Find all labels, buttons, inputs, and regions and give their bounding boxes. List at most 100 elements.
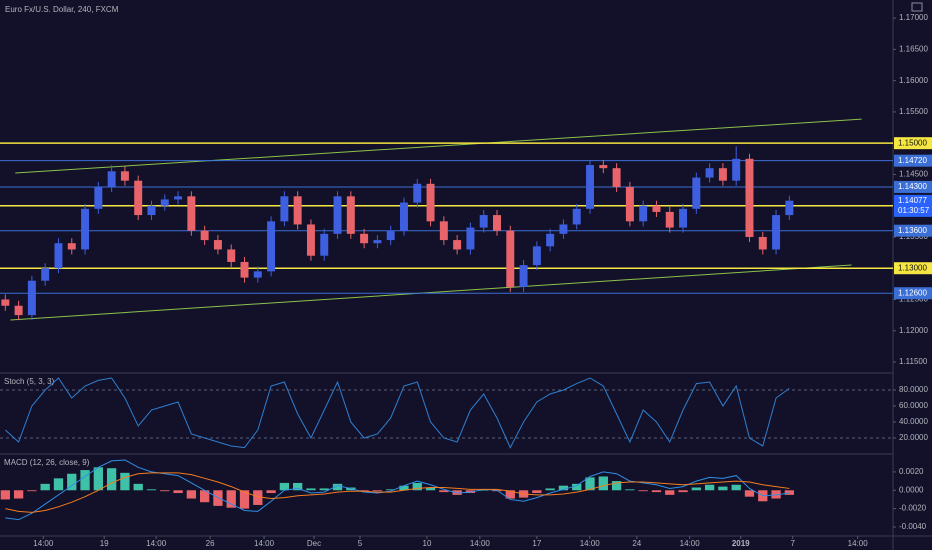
candle-body (187, 196, 196, 231)
histogram-bar (186, 490, 197, 499)
histogram-bar (253, 490, 263, 505)
candle-body (41, 268, 50, 281)
histogram-bar (439, 490, 449, 493)
x-tick-label: 14:00 (680, 539, 701, 548)
x-tick-label: 19 (100, 539, 109, 548)
candle-body (466, 227, 475, 250)
y-tick-label: 20.0000 (899, 433, 928, 442)
candle-body (479, 215, 488, 228)
indicator-title: MACD (12, 26, close, 9) (4, 458, 90, 467)
y-tick-label: -0.0040 (899, 522, 927, 531)
histogram-bar (572, 483, 582, 491)
histogram-bar (598, 476, 608, 491)
histogram-bar (718, 486, 728, 491)
candle-body (652, 205, 661, 212)
candle-body (772, 215, 781, 250)
candle-body (320, 233, 329, 256)
candle-body (732, 158, 741, 181)
candle-body (253, 271, 262, 278)
y-tick-label: 1.15500 (899, 107, 928, 116)
histogram-bar (386, 489, 396, 491)
histogram-bar (319, 488, 329, 491)
y-tick-label: 60.0000 (899, 401, 928, 410)
trend-line (10, 264, 852, 321)
candle-body (306, 224, 315, 256)
histogram-bar (479, 490, 489, 491)
candle-body (293, 196, 302, 225)
candle-body (745, 158, 754, 237)
histogram-bar (558, 485, 569, 491)
countdown-label: 01:30:57 (898, 206, 930, 215)
candle-body (240, 261, 249, 278)
indicator-title: Stoch (5, 3, 3) (4, 377, 55, 386)
x-tick-label: 14:00 (470, 539, 491, 548)
candle-body (665, 211, 674, 228)
candle-body (758, 236, 767, 250)
candle-body (94, 186, 103, 209)
level-label: 1.12600 (898, 288, 927, 297)
candle-body (14, 305, 23, 316)
level-label: 1.13600 (898, 226, 927, 235)
histogram-bar (27, 490, 37, 492)
candle-body (426, 183, 435, 222)
histogram-bar (80, 470, 90, 491)
chart-title: Euro Fx/U.S. Dollar, 240, FXCM (5, 5, 119, 14)
histogram-bar (744, 490, 755, 497)
histogram-bar (173, 490, 183, 494)
candle-body (174, 196, 183, 200)
histogram-bar (505, 490, 515, 499)
candle-body (506, 230, 515, 287)
histogram-bar (784, 490, 794, 495)
candle-body (559, 224, 568, 234)
candle-body (134, 180, 143, 216)
histogram-bar (0, 490, 10, 500)
histogram-bar (691, 487, 701, 491)
y-tick-label: 80.0000 (899, 385, 928, 394)
x-tick-label: 14:00 (254, 539, 275, 548)
y-tick-label: 1.16000 (899, 76, 928, 85)
x-tick-label: 10 (423, 539, 432, 548)
histogram-bar (399, 485, 409, 491)
histogram-bar (332, 483, 343, 491)
candle-body (267, 221, 276, 272)
histogram-bar (412, 482, 422, 491)
candle-body (493, 215, 501, 231)
level-label: 1.14720 (898, 156, 927, 165)
histogram-bar (638, 490, 648, 492)
x-tick-label: 2019 (732, 539, 750, 548)
histogram-bar (13, 490, 24, 499)
candle-body (612, 168, 621, 187)
y-tick-label: 1.11500 (899, 357, 928, 366)
x-tick-label: Dec (307, 539, 321, 548)
candle-body (718, 168, 727, 181)
candle-body (360, 233, 369, 244)
settings-icon[interactable] (911, 2, 923, 12)
x-tick-label: 5 (358, 539, 363, 548)
histogram-bar (106, 468, 117, 491)
histogram-bar (611, 481, 622, 491)
y-tick-label: 1.14500 (899, 170, 928, 179)
histogram-bar (678, 490, 688, 493)
candle-body (399, 202, 408, 231)
candle-body (453, 240, 462, 250)
candle-body (67, 243, 76, 250)
candle-body (519, 265, 528, 287)
candle-body (120, 171, 129, 181)
macd-line (5, 459, 790, 521)
candle-body (785, 200, 794, 216)
histogram-bar (40, 483, 50, 491)
candle-body (586, 165, 595, 209)
level-label: 1.13000 (898, 263, 927, 272)
trend-line (15, 118, 862, 174)
histogram-bar (731, 484, 741, 491)
level-label: 1.15000 (898, 138, 927, 147)
candle-body (160, 199, 169, 206)
histogram-bar (67, 473, 77, 491)
level-label: 1.14300 (898, 182, 927, 191)
histogram-bar (146, 489, 157, 491)
histogram-bar (704, 484, 715, 491)
level-label-box (894, 137, 932, 150)
candle-body (27, 280, 36, 316)
candle-body (679, 208, 688, 228)
